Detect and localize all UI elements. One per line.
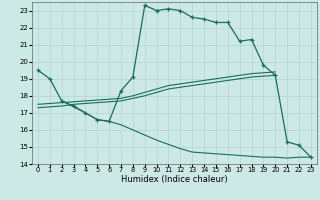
X-axis label: Humidex (Indice chaleur): Humidex (Indice chaleur) [121,175,228,184]
